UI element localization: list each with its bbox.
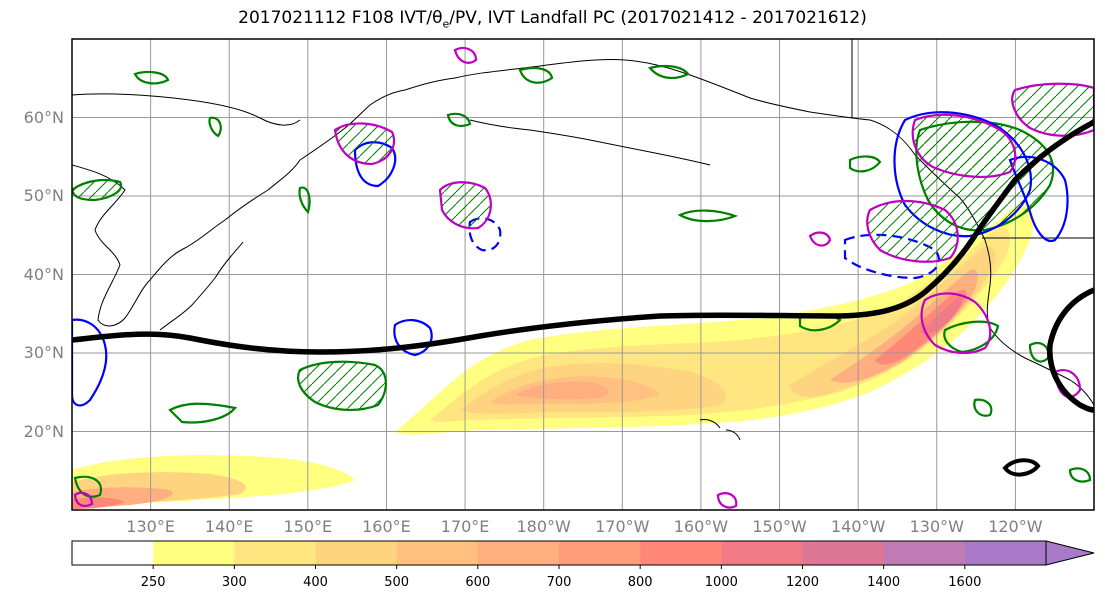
colorbar-tick-label: 1400 [867,575,901,590]
pv-contour-a [848,155,882,173]
coast-siberia [72,93,301,126]
coast-hawaii [699,419,741,441]
landfall-track-main [72,119,1094,355]
pv-contour-h [518,67,554,84]
pv-contour-l [133,70,170,85]
longitude-label: 170°E [440,517,490,536]
colorbar-swatch [640,541,722,565]
longitude-label: 130°W [909,517,964,536]
longitude-label: 140°W [830,517,886,536]
colorbar-swatch [396,541,479,565]
longitude-label: 170°W [595,517,650,536]
map-title: 2017021112 F108 IVT/θe/PV, IVT Landfall … [238,8,867,31]
colorbar-swatch [559,541,641,565]
longitude-label: 150°W [752,517,807,536]
longitude-label: 160°W [673,517,729,536]
longitude-label: 150°E [283,517,333,536]
pc-contour-california [920,292,992,355]
pv-contour-j [446,112,472,127]
pc-contour-mid-pacific [438,181,492,230]
map-frame [71,38,1095,511]
theta-e-contour-east [1008,155,1069,243]
pc-contour-small-d [716,492,738,509]
ivt-band-east-600 [830,269,978,383]
colorbar-tick-label: 800 [627,575,653,590]
pc-contours [73,46,1094,509]
landfall-track-east-loop [1047,287,1094,413]
colorbar-tick-label: 1000 [704,575,738,590]
latitude-label: 20°N [23,421,64,441]
landfall-track [72,119,1094,477]
pv-contour-d [168,402,238,424]
colorbar-tick-label: 700 [546,575,572,590]
theta-e-contour-dashed-east [843,233,940,280]
ivt-band-east-400 [790,246,996,397]
colorbar-swatch [883,541,966,565]
ivt-band-east-800 [875,289,967,365]
latitude-label: 60°N [23,107,64,127]
theta-e-contours [72,111,1069,407]
coast-aleutians [469,119,711,166]
pv-contour-northwest [72,179,123,202]
theta-e-contour-gulf-alaska [893,111,1033,238]
pc-contour-gulf-alaska [911,113,1017,179]
colorbar-swatch [72,541,154,565]
colorbar-swatch [153,541,235,565]
colorbar-tick-label: 300 [221,575,247,590]
longitude-label: 180°W [516,517,571,536]
pv-contour-west-pacific [297,360,387,412]
longitude-label: 140°E [204,517,254,536]
colorbar-swatch [721,541,803,565]
latitude-label: 30°N [23,343,64,362]
ivt-band-east-1000 [920,296,962,335]
coast-alaska [454,58,916,156]
pv-contour-b [677,209,739,223]
coast-japan [159,241,244,331]
ivt-band-600 [515,381,609,400]
coast-kamchatka [299,77,456,161]
coast-east-asia [72,159,301,327]
pv-contour-g [973,398,993,417]
pc-contour-kamchatka [333,122,396,166]
colorbar-tick-label: 1200 [785,575,820,590]
pv-contour-e [943,320,1000,354]
pc-contour-small-e [73,491,94,507]
longitude-label: 130°E [126,517,175,536]
ivt-colorbar [71,540,1095,569]
ivt-shading [72,204,1034,509]
landfall-track-small-loop [1002,458,1041,477]
pv-contour-o [73,475,103,498]
theta-e-contour-west [72,318,108,407]
longitude-label: 120°W [988,517,1043,536]
pc-contour-coast [866,199,959,263]
colorbar-swatch [802,541,885,565]
colorbar-tick-label: 250 [140,575,166,590]
colorbar-swatch [964,541,1047,565]
colorbar-tick-label: 500 [384,575,410,590]
latitude-label: 40°N [23,264,64,284]
colorbar-tick-label: 600 [465,575,491,590]
pv-contour-i [648,64,690,80]
pv-contour-m [298,186,311,215]
latitude-label: 50°N [23,186,64,205]
colorbar-tick-label: 1600 [948,575,982,590]
colorbar-swatch [315,541,398,565]
colorbar-swatch [234,541,316,565]
colorbar-swatch [477,541,560,565]
pv-contour-k [208,116,222,138]
pc-contour-small-b [453,46,478,64]
pv-contour-n [1068,467,1092,483]
colorbar-tick-label: 400 [303,575,328,590]
pc-contour-small-a [808,231,832,247]
longitude-label: 160°E [362,517,411,536]
colorbar-extend-arrow [1045,540,1095,566]
